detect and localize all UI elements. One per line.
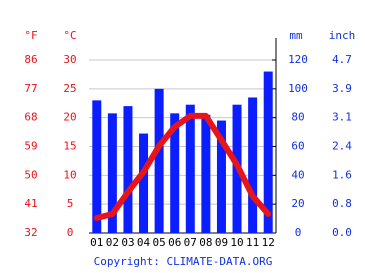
c-tick-label: 20 [63, 111, 76, 124]
x-tick-label: 10 [230, 236, 243, 249]
f-tick-label: 50 [24, 168, 37, 181]
x-tick-label: 01 [90, 236, 103, 249]
inch-tick-label: 3.1 [332, 111, 352, 124]
x-tick-label: 11 [246, 236, 259, 249]
x-tick-label: 03 [121, 236, 134, 249]
c-tick-label: 25 [63, 82, 76, 95]
inch-tick-label: 3.9 [332, 82, 352, 95]
bar [263, 71, 273, 234]
x-tick-label: 08 [199, 236, 212, 249]
bar [185, 104, 195, 233]
bar [170, 113, 180, 233]
bar [216, 120, 226, 233]
x-tick-label: 04 [137, 236, 151, 249]
bar [107, 113, 117, 233]
f-tick-label: 32 [24, 226, 37, 239]
f-tick-label: 59 [24, 140, 37, 153]
f-tick-label: 86 [24, 53, 37, 66]
inch-tick-label: 0.8 [332, 197, 352, 210]
f-tick-label: 41 [24, 197, 37, 210]
temperature-line [93, 112, 272, 222]
mm-tick-label: 120 [288, 53, 308, 66]
c-tick-label: 0 [67, 226, 74, 239]
x-tick-label: 07 [184, 236, 197, 249]
mm-axis-title: mm [289, 29, 303, 42]
mm-tick-label: 0 [295, 226, 302, 239]
x-tick-label: 09 [215, 236, 228, 249]
bar [154, 88, 164, 233]
mm-tick-label: 40 [291, 168, 304, 181]
c-tick-label: 30 [63, 53, 76, 66]
c-tick-label: 15 [63, 140, 76, 153]
x-tick-label: 06 [168, 236, 181, 249]
bar [248, 97, 258, 233]
c-tick-label: 10 [63, 168, 76, 181]
bar [201, 114, 211, 233]
mm-tick-label: 100 [288, 82, 308, 95]
mm-tick-label: 80 [291, 111, 304, 124]
c-axis-title: °C [63, 29, 76, 42]
bar [92, 100, 102, 233]
x-tick-label: 12 [262, 236, 275, 249]
x-tick-label: 05 [153, 236, 166, 249]
inch-tick-label: 1.6 [332, 168, 352, 181]
inch-axis-title: inch [329, 29, 356, 42]
bar [123, 106, 133, 233]
bar [139, 133, 149, 233]
f-tick-label: 77 [24, 82, 37, 95]
f-axis-title: °F [24, 29, 37, 42]
c-tick-label: 5 [67, 197, 74, 210]
x-tick-label: 02 [106, 236, 119, 249]
mm-tick-label: 20 [291, 197, 304, 210]
source: Copyright: CLIMATE-DATA.ORG [94, 255, 273, 268]
f-tick-label: 68 [24, 111, 37, 124]
mm-tick-label: 60 [291, 140, 304, 153]
inch-tick-label: 0.0 [332, 226, 352, 239]
inch-tick-label: 2.4 [332, 140, 352, 153]
inch-tick-label: 4.7 [332, 53, 352, 66]
